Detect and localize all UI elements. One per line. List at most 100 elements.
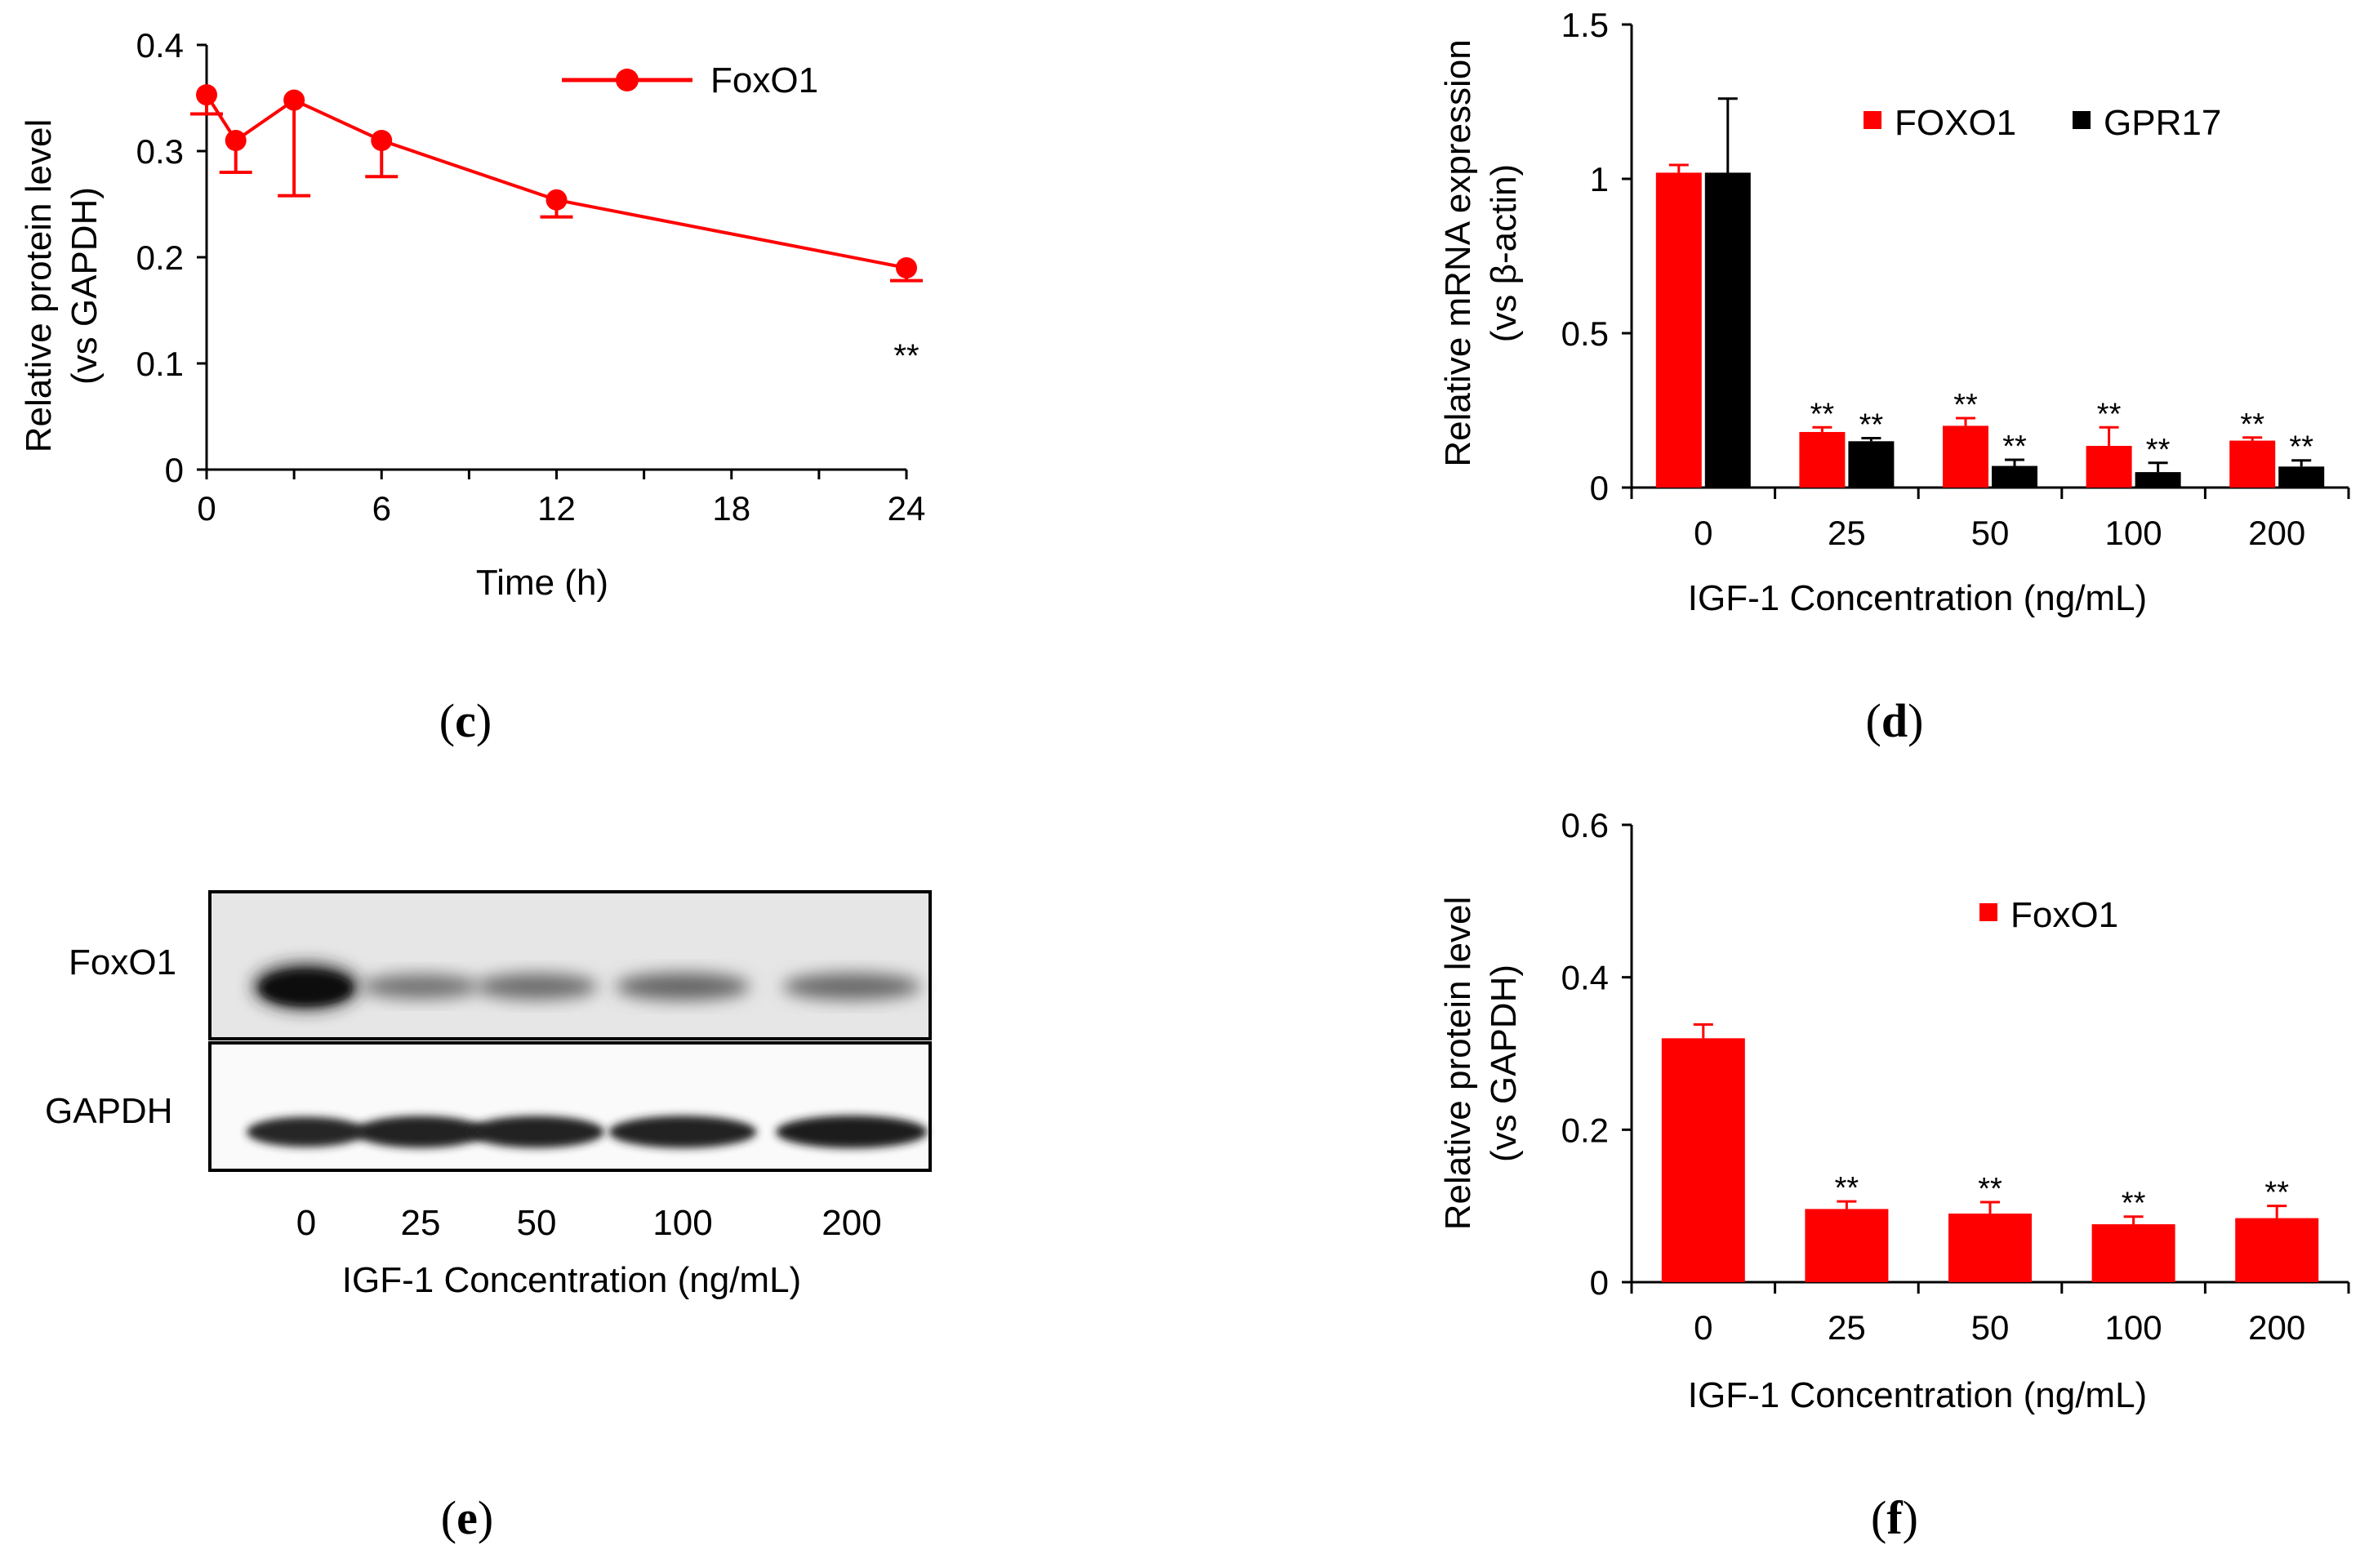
blot-lane-label: 25: [401, 1203, 441, 1243]
blot-lane-labels: 0 25 50 100 200: [296, 1203, 882, 1243]
panel-c-ylabel-line1: Relative protein level: [19, 119, 59, 452]
blot-band-foxo1: [615, 973, 750, 1000]
panel-f-x-tick-label: 25: [1828, 1308, 1866, 1347]
panel-d-legend-label-foxo1: FOXO1: [1895, 103, 2016, 143]
panel-d-legend-swatch-gpr17: [2073, 111, 2091, 129]
panel-c-series-foxo1: [190, 84, 923, 283]
panel-d-y-tick-label: 0: [1590, 469, 1609, 507]
blot-band-foxo1: [782, 973, 921, 1000]
panel-f-x-tick-label: 200: [2248, 1308, 2305, 1347]
panel-c-significance-label: **: [893, 338, 919, 374]
panel-d-x-tick-label: 200: [2248, 514, 2305, 552]
panel-c-ylabel-line2: (vs GAPDH): [65, 187, 105, 385]
panel-c-data-point: [371, 130, 393, 151]
panel-c-x-tick-label: 24: [888, 489, 926, 528]
panel-e-western-blot: FoxO1 GAPDH 0 25 50 100 200 IGF-1 Concentrat…: [45, 890, 932, 1300]
panel-c-data-point: [225, 130, 247, 151]
panel-d-x-tick-label: 100: [2105, 514, 2162, 552]
panel-c-x-tick-label: 12: [537, 489, 576, 528]
blot-lane-label: 0: [296, 1203, 316, 1243]
panel-label-e: (e): [441, 1491, 493, 1544]
panel-label-c: (c): [439, 694, 492, 747]
panel-d-bar: [2278, 466, 2325, 488]
panel-d-significance-label: **: [1859, 408, 1884, 443]
panel-d-y-tick-label: 1.5: [1561, 6, 1609, 44]
panel-c-data-point: [896, 257, 917, 278]
blot-band-gapdh: [354, 1116, 487, 1148]
panel-d-significance-label: **: [2097, 397, 2122, 431]
panel-d-significance-label: **: [1810, 397, 1835, 431]
panel-d-bar: [1799, 431, 1846, 488]
blot-lane-label: 50: [517, 1203, 557, 1243]
panel-d-y-tick-label: 0.5: [1561, 314, 1609, 353]
panel-c-legend-marker: [616, 69, 639, 91]
panel-c-y-tick-label: 0.3: [136, 132, 184, 171]
panel-d-legend-label-gpr17: GPR17: [2104, 103, 2221, 143]
panel-f-y-tick-label: 0.2: [1561, 1111, 1609, 1149]
panel-d-significance-label: **: [2002, 430, 2027, 464]
blot-band-foxo1-core: [261, 972, 351, 1004]
panel-d-bar: [2086, 445, 2132, 488]
panel-f-bar: [1805, 1209, 1889, 1282]
panel-label-d: (d): [1866, 694, 1924, 747]
blot-row-label-gapdh: GAPDH: [45, 1091, 172, 1131]
panel-f-bar: [1948, 1214, 2032, 1282]
blot-band-gapdh: [247, 1116, 366, 1147]
blot-xlabel: IGF-1 Concentration (ng/mL): [342, 1260, 801, 1300]
blot-band-gapdh: [608, 1116, 757, 1148]
panel-d-legend: FOXO1 GPR17: [1864, 103, 2221, 143]
panel-f-bar: [1661, 1038, 1745, 1282]
panel-f-y-tick-label: 0.4: [1561, 959, 1609, 997]
panel-c-y-tick-label: 0.2: [136, 238, 184, 277]
panel-c-x-tick-label: 18: [712, 489, 750, 528]
panel-f-tick-labels: 0 0.2 0.4 0.6 0 25 50 100 200: [1561, 806, 2306, 1347]
blot-band-gapdh: [776, 1116, 928, 1148]
panel-c-data-point: [283, 89, 305, 111]
panel-f-ylabel-line2: (vs GAPDH): [1484, 964, 1524, 1162]
panel-d-x-tick-label: 0: [1694, 514, 1712, 552]
panel-f-legend-swatch-foxo1: [1979, 903, 1997, 921]
panel-d-tick-labels: 0 0.5 1 1.5 0 25 50 100 200: [1561, 6, 2306, 552]
panel-c-xlabel: Time (h): [476, 563, 608, 603]
blot-lane-label: 100: [652, 1203, 712, 1243]
panel-c-annotations: **: [893, 338, 919, 374]
blot-band-foxo1: [361, 974, 480, 999]
panel-d-significance-label: **: [2240, 408, 2264, 442]
panel-d-bar-chart: 0 0.5 1 1.5 0 25 50 100 200 IGF-1 Concentration …: [1438, 6, 2350, 618]
panel-d-xlabel: IGF-1 Concentration (ng/mL): [1688, 578, 2147, 618]
panel-f-legend-label-foxo1: FoxO1: [2011, 895, 2118, 935]
panel-f-x-tick-label: 50: [1971, 1308, 2010, 1347]
panel-f-x-tick-label: 100: [2105, 1308, 2162, 1347]
panel-d-significance-label: **: [1953, 388, 1978, 422]
panel-f-x-tick-label: 0: [1694, 1308, 1712, 1347]
panel-c-line-chart: 0 0.1 0.2 0.3 0.4 0 6 12 18 24 Time (h) Relative …: [19, 26, 925, 603]
panel-d-bar: [1848, 441, 1895, 488]
panel-d-bar: [1992, 466, 2037, 488]
panel-label-f: (f): [1871, 1491, 1918, 1544]
panel-d-significance-label: **: [2289, 430, 2313, 465]
panel-c-legend-label: FoxO1: [710, 60, 818, 100]
panel-f-y-tick-label: 0: [1590, 1263, 1609, 1302]
panel-c-x-tick-label: 0: [197, 489, 216, 528]
panel-f-y-tick-label: 0.6: [1561, 806, 1609, 844]
panel-d-significance-label: **: [2146, 433, 2171, 467]
panel-d-bar: [1704, 172, 1751, 488]
panel-c-data-point: [545, 189, 568, 211]
panel-f-legend: FoxO1: [1979, 895, 2118, 935]
panel-d-bars: ** ** ** ** ** ** ** **: [1655, 97, 2325, 488]
blot-lane-label: 200: [822, 1203, 881, 1243]
panel-c-axes: [197, 43, 908, 479]
panel-d-legend-swatch-foxo1: [1864, 111, 1881, 129]
panel-f-xlabel: IGF-1 Concentration (ng/mL): [1688, 1375, 2147, 1415]
panel-f-bars: ** ** ** **: [1661, 1023, 2319, 1282]
panel-d-ylabel-line1: Relative mRNA expression: [1438, 39, 1478, 466]
panel-f-bar: [2091, 1224, 2175, 1282]
panel-c-tick-labels: 0 0.1 0.2 0.3 0.4 0 6 12 18 24: [136, 26, 926, 528]
panel-d-bar: [1655, 172, 1702, 488]
panel-c-x-tick-label: 6: [372, 489, 391, 528]
panel-d-axes: [1622, 23, 2350, 499]
panel-c-y-tick-label: 0.1: [136, 345, 184, 383]
panel-c-y-tick-label: 0: [165, 451, 184, 489]
panel-f-significance-label: **: [2264, 1176, 2289, 1210]
